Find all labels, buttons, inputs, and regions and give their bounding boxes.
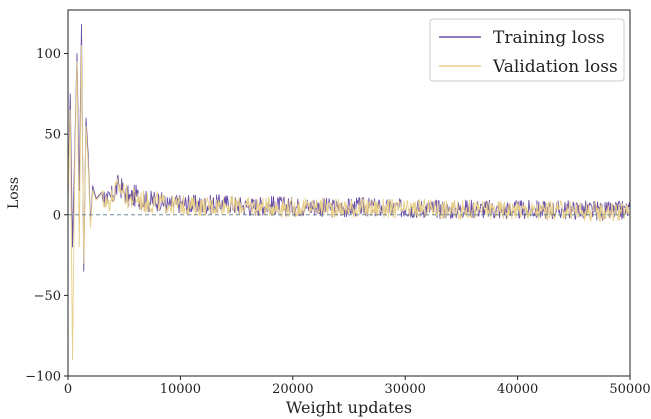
legend-label-training-loss: Training loss bbox=[493, 28, 605, 48]
x-tick-label: 40000 bbox=[497, 382, 538, 397]
series-line-validation-loss bbox=[68, 45, 630, 361]
legend-label-validation-loss: Validation loss bbox=[492, 57, 618, 77]
y-axis-ticks: −100 −50 0 50 100 bbox=[25, 47, 68, 385]
x-axis-title: Weight updates bbox=[286, 398, 412, 417]
series-layer bbox=[68, 24, 630, 361]
y-axis-title: Loss bbox=[6, 177, 22, 209]
y-tick-label: 0 bbox=[53, 208, 61, 223]
legend: Training loss Validation loss bbox=[429, 18, 625, 82]
y-tick-label: 100 bbox=[36, 47, 61, 62]
x-tick-label: 10000 bbox=[160, 382, 201, 397]
x-tick-label: 50000 bbox=[609, 382, 650, 397]
plot-frame bbox=[67, 9, 631, 377]
y-tick-label: 50 bbox=[44, 128, 61, 143]
x-tick-label: 20000 bbox=[272, 382, 313, 397]
x-tick-label: 0 bbox=[64, 382, 72, 397]
x-tick-label: 30000 bbox=[385, 382, 426, 397]
x-axis-ticks: 0 10000 20000 30000 40000 50000 bbox=[64, 376, 651, 397]
y-tick-label: −50 bbox=[34, 289, 61, 304]
y-tick-label: −100 bbox=[25, 370, 61, 385]
